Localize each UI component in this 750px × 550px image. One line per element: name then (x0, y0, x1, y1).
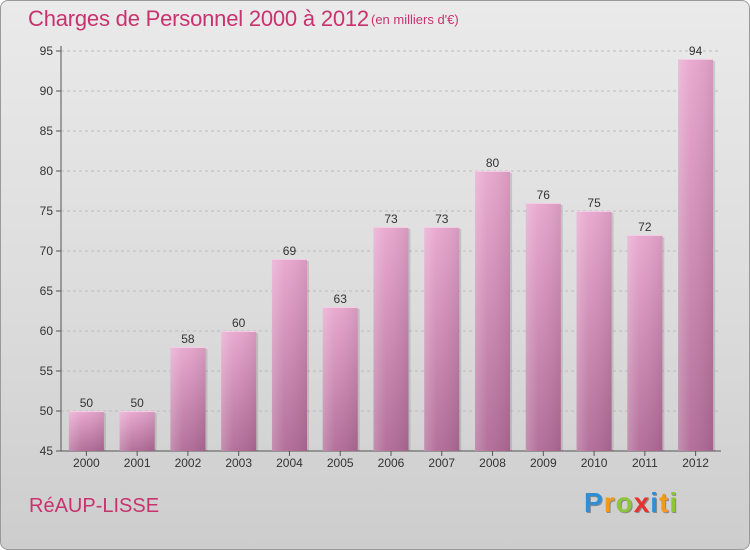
value-label: 69 (283, 244, 297, 258)
value-label: 80 (486, 156, 500, 170)
x-tick-label: 2010 (581, 456, 608, 470)
place-name: RéAUP-LISSE (29, 495, 160, 517)
x-tick-label: 2005 (327, 456, 354, 470)
value-label: 94 (689, 44, 703, 58)
x-tick-label: 2009 (530, 456, 557, 470)
logo-letter: r (603, 487, 616, 518)
x-tick-label: 2004 (276, 456, 303, 470)
bar-highlight (373, 227, 409, 451)
y-tick-label: 45 (40, 444, 54, 458)
chart-subtitle: (en milliers d'€) (371, 12, 459, 27)
y-tick-label: 50 (40, 404, 54, 418)
value-label: 73 (435, 212, 449, 226)
value-label: 50 (80, 396, 94, 410)
y-tick-label: 75 (40, 204, 54, 218)
chart-title: Charges de Personnel 2000 à 2012 (28, 6, 369, 31)
value-label: 75 (587, 196, 601, 210)
y-tick-label: 80 (40, 164, 54, 178)
bar-highlight (68, 411, 104, 451)
value-label: 73 (384, 212, 398, 226)
logo-letter: i (650, 487, 660, 518)
value-label: 76 (537, 188, 551, 202)
value-label: 58 (181, 332, 195, 346)
value-label: 63 (334, 292, 348, 306)
x-tick-label: 2001 (124, 456, 151, 470)
labels: 45 50 55 60 65 70 75 80 85 90 95 50 2000 50 2001 58 2002… (40, 44, 710, 470)
logo-letter: i (669, 487, 679, 518)
x-tick-label: 2003 (225, 456, 252, 470)
logo-letter: x (633, 487, 651, 518)
y-tick-label: 60 (40, 324, 54, 338)
y-tick-label: 95 (40, 44, 54, 58)
bar-highlight (119, 411, 155, 451)
x-tick-label: 2008 (479, 456, 506, 470)
value-label: 50 (130, 396, 144, 410)
x-tick-label: 2006 (378, 456, 405, 470)
x-tick-label: 2002 (175, 456, 202, 470)
bar-highlight (627, 235, 663, 451)
bar-highlight (475, 171, 511, 451)
proxiti-logo[interactable]: Proxiti (584, 487, 678, 519)
value-label: 60 (232, 316, 246, 330)
logo-letter: P (584, 487, 604, 518)
value-label: 72 (638, 220, 652, 234)
bar-highlight (525, 203, 561, 451)
y-tick-label: 90 (40, 84, 54, 98)
y-tick-label: 70 (40, 244, 54, 258)
x-tick-label: 2011 (632, 456, 658, 470)
y-tick-label: 85 (40, 124, 54, 138)
x-tick-label: 2000 (73, 456, 100, 470)
y-tick-label: 65 (40, 284, 54, 298)
logo-letter: t (659, 487, 670, 518)
bar-highlight (424, 227, 460, 451)
x-tick-label: 2012 (682, 456, 709, 470)
x-tick-label: 2007 (428, 456, 455, 470)
bar-highlight (678, 59, 714, 451)
bar-highlight (221, 331, 257, 451)
bar-highlight (576, 211, 612, 451)
bar-highlight (322, 307, 358, 451)
bar-highlight (170, 347, 206, 451)
bars (68, 59, 716, 451)
bar-highlight (271, 259, 307, 451)
logo-letter: o (615, 487, 634, 518)
y-tick-label: 55 (40, 364, 54, 378)
